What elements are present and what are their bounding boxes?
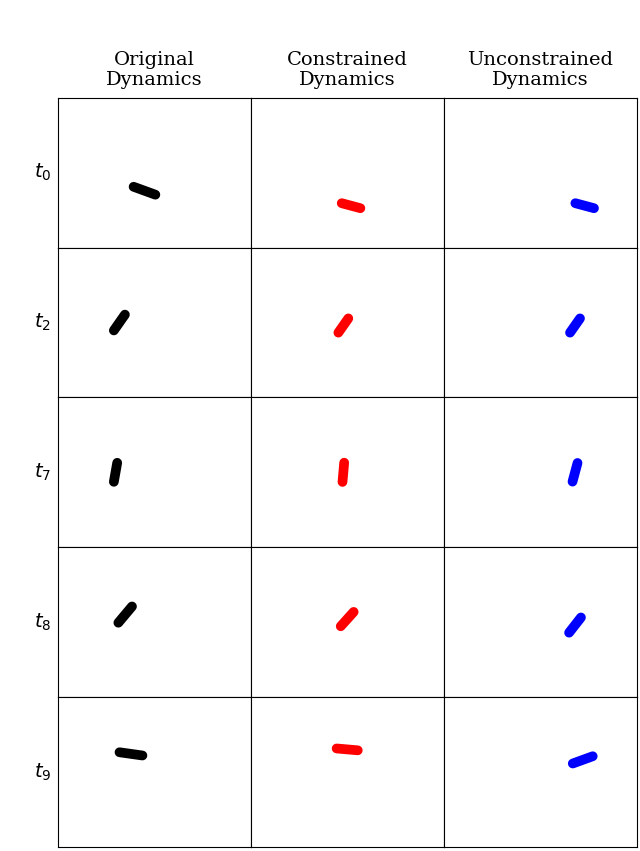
Text: $t_2$: $t_2$ — [35, 311, 51, 334]
Text: Original
Dynamics: Original Dynamics — [106, 50, 202, 89]
Text: Unconstrained
Dynamics: Unconstrained Dynamics — [467, 50, 613, 89]
Text: $t_0$: $t_0$ — [34, 162, 51, 184]
Text: $t_8$: $t_8$ — [34, 611, 51, 633]
Text: $t_7$: $t_7$ — [34, 461, 51, 483]
Text: $t_9$: $t_9$ — [34, 761, 51, 783]
Text: Constrained
Dynamics: Constrained Dynamics — [287, 50, 408, 89]
